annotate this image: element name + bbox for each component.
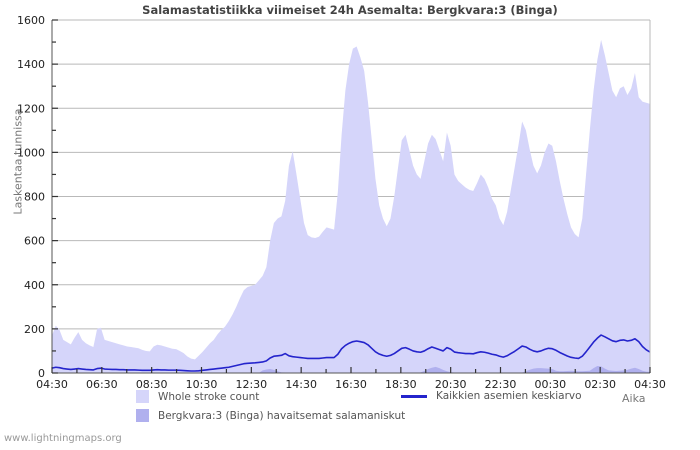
svg-text:600: 600 (24, 235, 45, 248)
legend-swatch-whole-stroke-count (136, 390, 149, 403)
legend-item-whole-stroke-count[interactable]: Whole stroke count (136, 390, 259, 403)
svg-text:10:30: 10:30 (186, 378, 218, 391)
legend-label-all-stations-average: Kaikkien asemien keskiarvo (436, 390, 582, 402)
legend-item-station-strokes[interactable]: Bergkvara:3 (Binga) havaitsemat salamani… (136, 409, 405, 422)
svg-text:12:30: 12:30 (235, 378, 267, 391)
watermark-text: www.lightningmaps.org (4, 433, 122, 444)
svg-text:18:30: 18:30 (385, 378, 417, 391)
chart-title: Salamastatistiikka viimeiset 24h Asemalt… (142, 3, 558, 17)
svg-text:04:30: 04:30 (36, 378, 68, 391)
svg-text:1400: 1400 (17, 58, 45, 71)
svg-text:1200: 1200 (17, 102, 45, 115)
svg-text:400: 400 (24, 279, 45, 292)
svg-text:20:30: 20:30 (435, 378, 467, 391)
chart-legend: Whole stroke count Bergkvara:3 (Binga) h… (0, 389, 700, 429)
legend-swatch-station-strokes (136, 409, 149, 422)
svg-text:1600: 1600 (17, 14, 45, 27)
legend-label-station-strokes: Bergkvara:3 (Binga) havaitsemat salamani… (158, 409, 406, 422)
svg-text:02:30: 02:30 (584, 378, 616, 391)
x-axis-label: Aika (622, 392, 646, 405)
svg-text:16:30: 16:30 (335, 378, 367, 391)
legend-label-whole-stroke-count: Whole stroke count (158, 390, 260, 403)
svg-text:800: 800 (24, 191, 45, 204)
svg-text:08:30: 08:30 (136, 378, 168, 391)
svg-text:14:30: 14:30 (285, 378, 317, 391)
legend-line-all-stations-average (401, 394, 427, 398)
svg-text:00:30: 00:30 (534, 378, 566, 391)
svg-text:04:30: 04:30 (634, 378, 666, 391)
svg-text:1000: 1000 (17, 146, 45, 159)
svg-text:200: 200 (24, 323, 45, 336)
svg-text:06:30: 06:30 (86, 378, 118, 391)
svg-text:0: 0 (38, 367, 45, 380)
legend-item-all-stations-average[interactable]: Kaikkien asemien keskiarvo (401, 390, 582, 402)
svg-text:22:30: 22:30 (485, 378, 517, 391)
